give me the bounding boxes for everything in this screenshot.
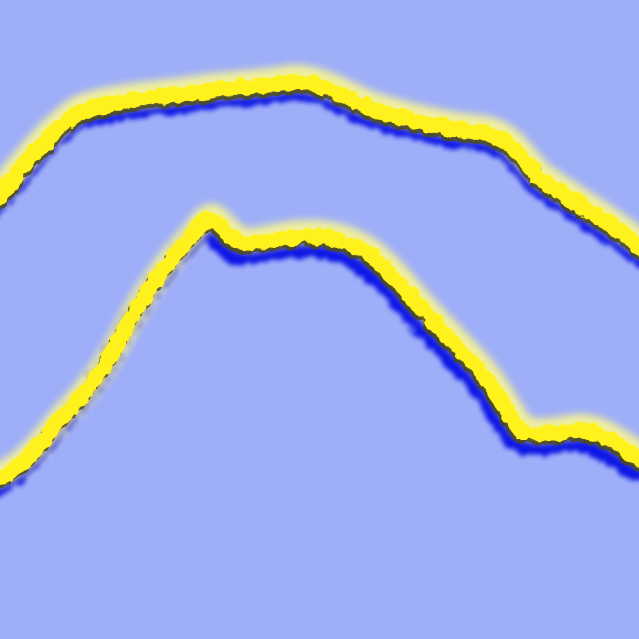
lower-ridge [0,203,639,497]
lower-ridge-core [0,212,639,486]
upper-ridge-core [0,73,639,256]
upper-ridge [0,64,639,269]
